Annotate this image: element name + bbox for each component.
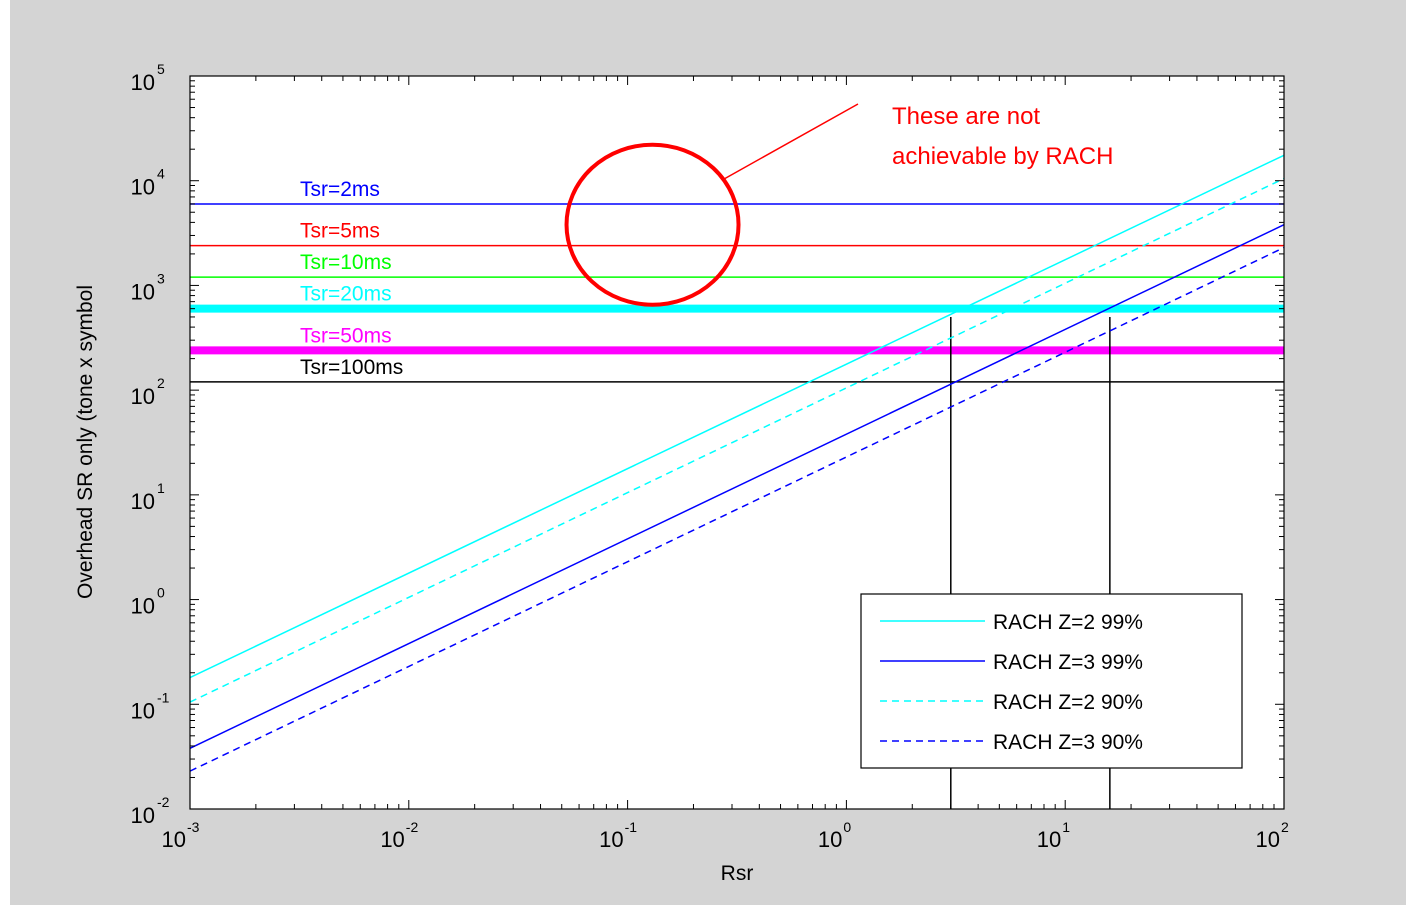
y-tick-label-5: 10 [131,279,155,304]
legend-label-1: RACH Z=3 99% [993,651,1143,674]
annotation-pointer-line [724,103,859,180]
plot-border [189,75,1285,810]
y-tick-label-2: 10 [131,594,155,619]
x-tick-label-2: 10 [599,827,623,852]
annotation-text-line-0: These are not [892,103,1040,130]
x-tick-label-0: 10 [162,827,186,852]
x-tick-exponent-4: 1 [1062,819,1070,835]
x-tick-exponent-2: -1 [625,819,638,835]
tsr-label-1: Tsr=5ms [300,220,380,243]
y-tick-label-0: 10 [131,803,155,828]
y-tick-exponent-7: 5 [157,61,165,77]
y-tick-exponent-0: -2 [157,794,170,810]
x-axis-title: Rsr [721,862,754,885]
y-tick-exponent-5: 3 [157,270,165,286]
y-tick-label-4: 10 [131,384,155,409]
legend-label-3: RACH Z=3 90% [993,731,1143,754]
series-line-1 [189,224,1285,749]
annotation-ellipse [564,142,741,307]
x-tick-exponent-1: -2 [406,819,419,835]
tsr-label-5: Tsr=100ms [300,356,403,379]
y-tick-exponent-4: 2 [157,375,165,391]
x-tick-label-1: 10 [380,827,404,852]
legend-label-2: RACH Z=2 90% [993,691,1143,714]
y-tick-exponent-2: 0 [157,585,165,601]
tsr-label-4: Tsr=50ms [300,324,392,347]
annotation-text-line-1: achievable by RACH [892,143,1113,170]
y-tick-exponent-3: 1 [157,480,165,496]
y-tick-label-3: 10 [131,489,155,514]
y-tick-label-7: 10 [131,70,155,95]
series-line-0 [189,154,1285,679]
x-tick-exponent-3: 0 [843,819,851,835]
x-tick-label-3: 10 [818,827,842,852]
y-tick-label-1: 10 [131,698,155,723]
x-tick-label-5: 10 [1256,827,1280,852]
series-line-2 [189,177,1285,703]
tsr-label-3: Tsr=20ms [300,283,392,306]
x-tick-exponent-0: -3 [187,819,200,835]
y-tick-exponent-1: -1 [157,689,170,705]
series-line-3 [189,246,1285,772]
tsr-label-2: Tsr=10ms [300,251,392,274]
legend-box [860,593,1243,769]
y-tick-label-6: 10 [131,175,155,200]
y-tick-exponent-6: 4 [157,166,165,182]
y-axis-title: Overhead SR only (tone x symbol [74,285,97,599]
x-tick-exponent-5: 2 [1281,819,1289,835]
tsr-label-0: Tsr=2ms [300,178,380,201]
legend-label-0: RACH Z=2 99% [993,611,1143,634]
x-tick-label-4: 10 [1037,827,1061,852]
